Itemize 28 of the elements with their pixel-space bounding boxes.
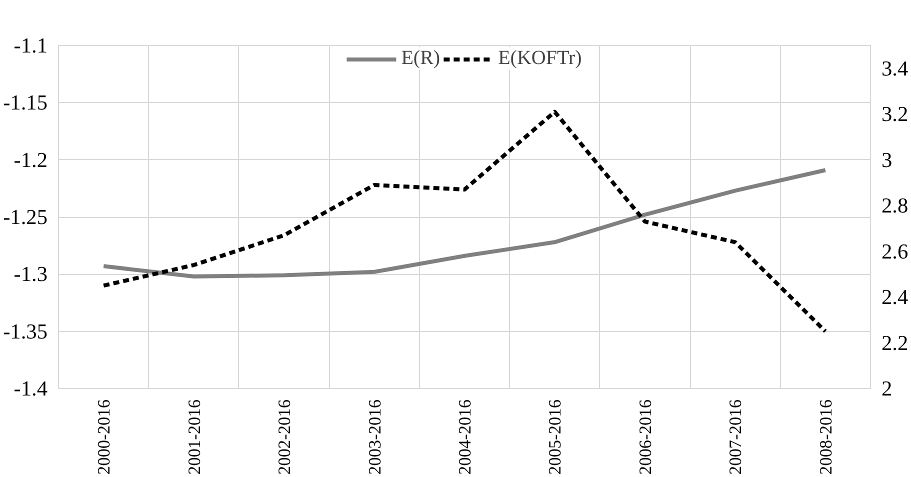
x-tick-label: 2006-2016 bbox=[636, 399, 655, 475]
y-tick-label: -1.15 bbox=[3, 90, 48, 115]
y-tick-label: -1.35 bbox=[3, 319, 48, 344]
y-tick-label: -1.2 bbox=[14, 148, 48, 172]
line-series bbox=[102, 168, 828, 278]
x-tick-label: 2005-2016 bbox=[546, 399, 565, 475]
y2-tick-label: 3 bbox=[882, 148, 892, 172]
y-tick-label: -1.3 bbox=[14, 262, 48, 286]
y-tick-label: -1.1 bbox=[14, 34, 48, 58]
y2-tick-label: 2.4 bbox=[882, 285, 908, 310]
x-tick-label: 2008-2016 bbox=[816, 399, 836, 475]
y-tick-label: -1.4 bbox=[14, 376, 48, 400]
legend-label: E(KOFTr) bbox=[498, 47, 582, 70]
y2-tick-label: 3.2 bbox=[882, 102, 908, 126]
x-tick-label: 2000-2016 bbox=[94, 399, 114, 475]
y2-tick-label: 2.6 bbox=[882, 239, 908, 264]
x-tick-label: 2003-2016 bbox=[365, 399, 384, 475]
y2-tick-label: 2 bbox=[882, 376, 892, 400]
x-tick-label: 2001-2016 bbox=[184, 399, 204, 475]
y2-tick-label: 2.2 bbox=[882, 330, 908, 355]
legend-label: E(R) bbox=[401, 47, 440, 70]
y-tick-label: -1.25 bbox=[3, 205, 48, 229]
line-series bbox=[102, 110, 828, 334]
x-tick-label: 2007-2016 bbox=[726, 399, 746, 475]
y2-tick-label: 3.4 bbox=[882, 56, 908, 80]
x-tick-label: 2004-2016 bbox=[456, 399, 474, 475]
x-tick-label: 2002-2016 bbox=[275, 399, 294, 475]
y2-tick-label: 2.8 bbox=[882, 194, 908, 218]
